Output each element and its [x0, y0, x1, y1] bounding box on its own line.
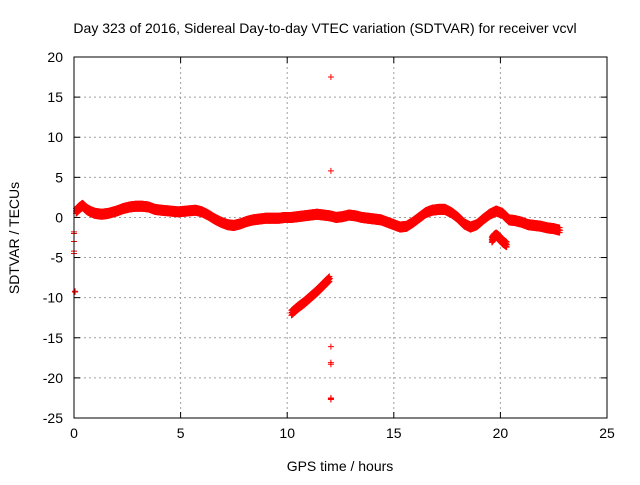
x-tick-label: 25	[599, 425, 615, 441]
data-point	[556, 229, 563, 236]
data-point	[72, 289, 79, 296]
y-tick-label: -25	[43, 410, 63, 426]
axis-ticks: 0 5 10 15 20 25 -25 -20 -15 -10 -5 0 5 10 15 20	[43, 49, 615, 441]
y-axis-label: SDTVAR / TECUs	[6, 182, 22, 294]
y-tick-label: -5	[51, 250, 64, 266]
data-point	[326, 278, 333, 285]
data-point	[327, 395, 334, 402]
x-tick-label: 10	[279, 425, 295, 441]
y-tick-label: 5	[55, 169, 63, 185]
data-point	[327, 343, 334, 350]
data-point	[327, 74, 334, 81]
data-point	[503, 244, 510, 251]
y-tick-label: -10	[43, 290, 63, 306]
data-points	[71, 74, 564, 403]
x-tick-label: 5	[177, 425, 185, 441]
data-point	[327, 361, 334, 368]
y-tick-label: -20	[43, 370, 63, 386]
series-outliers	[71, 74, 334, 403]
x-tick-label: 0	[70, 425, 78, 441]
data-point	[327, 167, 334, 174]
plot-frame	[73, 56, 608, 419]
x-tick-label: 20	[493, 425, 509, 441]
grid	[74, 57, 607, 418]
y-tick-label: 0	[55, 209, 63, 225]
dense-band	[73, 199, 563, 319]
y-tick-label: -15	[43, 330, 63, 346]
chart-title: Day 323 of 2016, Sidereal Day-to-day VTE…	[73, 20, 576, 36]
y-tick-label: 15	[47, 89, 63, 105]
y-tick-label: 20	[47, 49, 63, 65]
x-axis-label: GPS time / hours	[287, 458, 394, 474]
x-tick-label: 15	[386, 425, 402, 441]
y-tick-label: 10	[47, 129, 63, 145]
